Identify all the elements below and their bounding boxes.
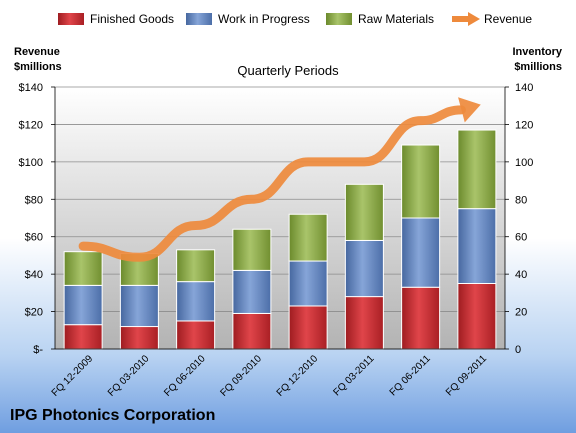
bar-finished-goods — [119, 326, 159, 350]
right-axis-title-line2: $millions — [514, 61, 562, 73]
legend-label: Work in Progress — [218, 12, 310, 26]
left-tick-label: $140 — [19, 82, 43, 94]
right-tick-label: 0 — [515, 344, 521, 356]
bar-work-in-progress — [232, 269, 272, 314]
left-tick-label: $120 — [19, 119, 43, 131]
left-axis-title-line2: $millions — [14, 61, 62, 73]
bar-raw-materials — [457, 129, 497, 210]
right-axis-title-line1: Inventory — [512, 46, 562, 58]
bar-finished-goods — [457, 283, 497, 350]
legend-label: Finished Goods — [90, 12, 174, 26]
bar-finished-goods — [232, 312, 272, 350]
bar-work-in-progress — [176, 281, 216, 322]
left-tick-label: $40 — [25, 269, 43, 281]
bar-finished-goods — [288, 305, 328, 350]
company-name: IPG Photonics Corporation — [10, 407, 215, 424]
bar-raw-materials — [344, 183, 384, 241]
left-tick-label: $80 — [25, 194, 43, 206]
bar-finished-goods — [63, 324, 103, 350]
chart-subtitle: Quarterly Periods — [237, 63, 339, 78]
right-tick-label: 40 — [515, 269, 527, 281]
left-tick-label: $60 — [25, 232, 43, 244]
bar-raw-materials — [232, 228, 272, 271]
legend-swatch — [186, 13, 212, 25]
left-tick-label: $100 — [19, 157, 43, 169]
right-tick-label: 100 — [515, 157, 533, 169]
bar-finished-goods — [401, 286, 441, 350]
bar-raw-materials — [63, 251, 103, 286]
bar-raw-materials — [288, 213, 328, 262]
bar-work-in-progress — [288, 260, 328, 307]
revenue-line — [78, 105, 466, 262]
legend-swatch — [58, 13, 84, 25]
revenue-arrowhead — [458, 97, 481, 123]
right-tick-label: 140 — [515, 82, 533, 94]
bar-work-in-progress — [119, 284, 159, 328]
right-tick-label: 20 — [515, 307, 527, 319]
legend-label: Revenue — [484, 12, 532, 26]
left-axis-title-line1: Revenue — [14, 46, 60, 58]
bar-work-in-progress — [344, 239, 384, 298]
bar-finished-goods — [344, 296, 384, 350]
right-tick-label: 60 — [515, 232, 527, 244]
bar-work-in-progress — [63, 284, 103, 326]
bar-raw-materials — [401, 144, 441, 219]
legend-swatch-arrowhead — [468, 12, 480, 26]
left-tick-label: $20 — [25, 307, 43, 319]
legend-swatch — [326, 13, 352, 25]
bar-finished-goods — [176, 320, 216, 350]
right-tick-label: 80 — [515, 194, 527, 206]
legend-label: Raw Materials — [358, 12, 434, 26]
bar-work-in-progress — [401, 217, 441, 288]
bar-raw-materials — [176, 249, 216, 283]
bar-work-in-progress — [457, 208, 497, 284]
right-tick-label: 120 — [515, 119, 533, 131]
left-tick-label: $- — [33, 344, 43, 356]
